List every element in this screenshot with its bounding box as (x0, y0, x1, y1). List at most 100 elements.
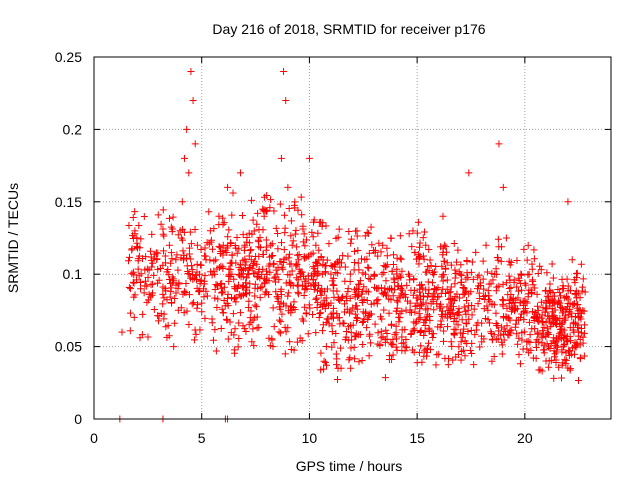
data-point (479, 257, 487, 265)
data-point (374, 252, 382, 260)
data-point (282, 96, 290, 104)
data-point (518, 329, 526, 337)
data-point (444, 323, 452, 331)
data-point (302, 275, 310, 283)
data-point (318, 222, 326, 230)
data-point (148, 230, 156, 238)
data-point (526, 331, 534, 339)
data-point (484, 306, 492, 314)
data-point (353, 316, 361, 324)
data-point (517, 270, 525, 278)
data-point (365, 249, 373, 257)
data-point (330, 304, 338, 312)
data-point (281, 323, 289, 331)
data-point (287, 345, 295, 353)
data-point (147, 281, 155, 289)
data-point (265, 277, 273, 285)
data-point (347, 235, 355, 243)
data-point (524, 337, 532, 345)
data-point (340, 320, 348, 328)
data-point (318, 327, 326, 335)
data-point (228, 211, 236, 219)
data-point (558, 348, 566, 356)
data-point (161, 252, 169, 260)
data-point (334, 269, 342, 277)
data-point (415, 310, 423, 318)
data-point (468, 311, 476, 319)
data-point (552, 321, 560, 329)
data-point (293, 251, 301, 259)
data-point (302, 236, 310, 244)
data-point (215, 242, 223, 250)
data-point (338, 259, 346, 267)
data-point (459, 330, 467, 338)
data-point (405, 270, 413, 278)
data-point (274, 230, 282, 238)
data-point (425, 267, 433, 275)
data-point (207, 236, 215, 244)
data-point (197, 245, 205, 253)
data-point (345, 227, 353, 235)
data-point (140, 289, 148, 297)
data-point (137, 235, 145, 243)
data-point (347, 328, 355, 336)
data-point (431, 293, 439, 301)
data-point (374, 340, 382, 348)
data-point (291, 305, 299, 313)
data-point (404, 297, 412, 305)
data-point (393, 304, 401, 312)
data-point (427, 300, 435, 308)
data-point (484, 316, 492, 324)
data-point (308, 228, 316, 236)
data-point (165, 241, 173, 249)
data-point (234, 284, 242, 292)
data-point (458, 271, 466, 279)
data-point (321, 305, 329, 313)
data-point (335, 314, 343, 322)
data-point (351, 247, 359, 255)
data-point (485, 292, 493, 300)
data-point (271, 278, 279, 286)
data-point (443, 314, 451, 322)
data-point (579, 283, 587, 291)
data-point (125, 222, 133, 230)
data-point (470, 361, 478, 369)
data-point (137, 285, 145, 293)
data-point (455, 350, 463, 358)
data-point (220, 219, 228, 227)
data-point (317, 366, 325, 374)
data-point (344, 252, 352, 260)
data-point (309, 263, 317, 271)
data-point (245, 270, 253, 278)
data-point (210, 225, 218, 233)
data-point (154, 211, 162, 219)
data-point (381, 374, 389, 382)
data-point (355, 358, 363, 366)
data-point (269, 343, 277, 351)
data-point (446, 294, 454, 302)
data-point (442, 248, 450, 256)
data-point (139, 310, 147, 318)
data-point (451, 293, 459, 301)
data-point (165, 332, 173, 340)
data-point (492, 287, 500, 295)
data-point (301, 254, 309, 262)
data-point (460, 346, 468, 354)
data-point (322, 342, 330, 350)
data-point (564, 338, 572, 346)
data-point (267, 196, 275, 204)
data-point (499, 183, 507, 191)
data-point (171, 294, 179, 302)
data-point (287, 232, 295, 240)
data-point (390, 276, 398, 284)
data-point (129, 214, 137, 222)
data-point (421, 316, 429, 324)
data-point (440, 327, 448, 335)
data-point (444, 361, 452, 369)
data-point (346, 278, 354, 286)
data-point (317, 291, 325, 299)
data-point (497, 257, 505, 265)
data-point (439, 277, 447, 285)
data-point (274, 245, 282, 253)
data-point (507, 258, 515, 266)
